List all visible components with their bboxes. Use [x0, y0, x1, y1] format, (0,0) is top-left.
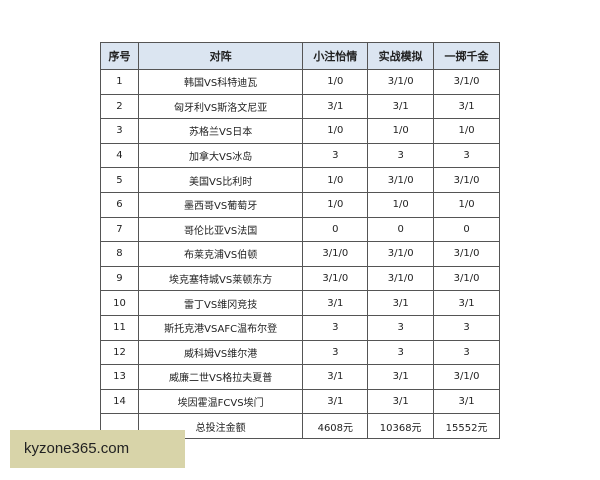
real-bet-cell: 3 — [367, 339, 435, 366]
small-bet-cell: 0 — [302, 216, 369, 243]
real-bet-cell: 3 — [367, 314, 435, 341]
table-row: 10 雷丁VS维冈竞技 3/1 3/1 3/1 — [100, 290, 500, 316]
table-row: 3 苏格兰VS日本 1/0 1/0 1/0 — [100, 118, 500, 144]
small-bet-cell: 3/1 — [302, 388, 369, 415]
total-row: 总投注金额 4608元 10368元 15552元 — [100, 413, 500, 439]
column-header: 对阵 — [137, 42, 304, 70]
small-bet-cell: 3 — [302, 339, 369, 366]
row-number-cell: 9 — [100, 265, 139, 292]
header-row: 序号 对阵 小注怡情 实战模拟 一掷千金 — [100, 42, 500, 70]
small-bet-cell: 1/0 — [302, 167, 369, 193]
watermark: kyzone365.com — [10, 430, 185, 468]
small-bet-cell: 3/1 — [302, 93, 369, 120]
small-bet-cell: 3/1 — [302, 364, 369, 390]
row-number-cell: 6 — [100, 191, 139, 218]
small-bet-cell: 1/0 — [302, 118, 369, 144]
column-header: 实战模拟 — [367, 42, 435, 70]
row-number-cell: 4 — [100, 142, 139, 169]
row-number-cell: 12 — [100, 339, 139, 366]
small-bet-cell: 3/1/0 — [302, 265, 369, 292]
match-cell: 雷丁VS维冈竞技 — [137, 290, 304, 316]
big-bet-cell: 3 — [433, 142, 500, 169]
big-bet-cell: 3/1/0 — [433, 364, 500, 390]
table-row: 6 墨西哥VS葡萄牙 1/0 1/0 1/0 — [100, 191, 500, 218]
real-bet-cell: 1/0 — [367, 118, 435, 144]
row-number-cell: 1 — [100, 69, 139, 95]
match-cell: 苏格兰VS日本 — [137, 118, 304, 144]
real-bet-cell: 3/1 — [367, 388, 435, 415]
small-bet-cell: 4608元 — [302, 413, 369, 439]
big-bet-cell: 15552元 — [433, 413, 500, 439]
match-cell: 美国VS比利时 — [137, 167, 304, 193]
big-bet-cell: 3/1 — [433, 388, 500, 415]
table-row: 12 威科姆VS维尔港 3 3 3 — [100, 339, 500, 366]
match-cell: 埃克塞特城VS莱顿东方 — [137, 265, 304, 292]
real-bet-cell: 1/0 — [367, 191, 435, 218]
real-bet-cell: 3 — [367, 142, 435, 169]
row-number-cell: 8 — [100, 241, 139, 267]
big-bet-cell: 1/0 — [433, 191, 500, 218]
real-bet-cell: 10368元 — [367, 413, 435, 439]
real-bet-cell: 3/1/0 — [367, 167, 435, 193]
column-header: 一掷千金 — [433, 42, 500, 70]
big-bet-cell: 3 — [433, 339, 500, 366]
big-bet-cell: 3 — [433, 314, 500, 341]
column-header: 小注怡情 — [302, 42, 369, 70]
match-cell: 布莱克浦VS伯顿 — [137, 241, 304, 267]
table-row: 11 斯托克港VSAFC温布尔登 3 3 3 — [100, 314, 500, 341]
column-header: 序号 — [100, 42, 139, 70]
table-row: 4 加拿大VS冰岛 3 3 3 — [100, 142, 500, 169]
big-bet-cell: 3/1/0 — [433, 69, 500, 95]
row-number-cell: 13 — [100, 364, 139, 390]
big-bet-cell: 3/1 — [433, 93, 500, 120]
match-cell: 埃因霍温FCVS埃门 — [137, 388, 304, 415]
real-bet-cell: 3/1 — [367, 93, 435, 120]
big-bet-cell: 3/1/0 — [433, 265, 500, 292]
match-cell: 韩国VS科特迪瓦 — [137, 69, 304, 95]
small-bet-cell: 3/1/0 — [302, 241, 369, 267]
match-cell: 哥伦比亚VS法国 — [137, 216, 304, 243]
real-bet-cell: 3/1/0 — [367, 241, 435, 267]
small-bet-cell: 3 — [302, 314, 369, 341]
match-cell: 加拿大VS冰岛 — [137, 142, 304, 169]
match-cell: 墨西哥VS葡萄牙 — [137, 191, 304, 218]
match-cell: 威廉二世VS格拉夫夏普 — [137, 364, 304, 390]
big-bet-cell: 3/1 — [433, 290, 500, 316]
big-bet-cell: 3/1/0 — [433, 241, 500, 267]
table-row: 9 埃克塞特城VS莱顿东方 3/1/0 3/1/0 3/1/0 — [100, 265, 500, 292]
match-cell: 匈牙利VS斯洛文尼亚 — [137, 93, 304, 120]
row-number-cell: 7 — [100, 216, 139, 243]
table-row: 7 哥伦比亚VS法国 0 0 0 — [100, 216, 500, 243]
row-number-cell: 5 — [100, 167, 139, 193]
real-bet-cell: 0 — [367, 216, 435, 243]
big-bet-cell: 3/1/0 — [433, 167, 500, 193]
small-bet-cell: 1/0 — [302, 69, 369, 95]
big-bet-cell: 0 — [433, 216, 500, 243]
table-row: 14 埃因霍温FCVS埃门 3/1 3/1 3/1 — [100, 388, 500, 415]
real-bet-cell: 3/1 — [367, 364, 435, 390]
match-cell: 斯托克港VSAFC温布尔登 — [137, 314, 304, 341]
row-number-cell: 10 — [100, 290, 139, 316]
big-bet-cell: 1/0 — [433, 118, 500, 144]
row-number-cell: 11 — [100, 314, 139, 341]
real-bet-cell: 3/1/0 — [367, 69, 435, 95]
table-row: 1 韩国VS科特迪瓦 1/0 3/1/0 3/1/0 — [100, 69, 500, 95]
real-bet-cell: 3/1 — [367, 290, 435, 316]
small-bet-cell: 1/0 — [302, 191, 369, 218]
row-number-cell: 14 — [100, 388, 139, 415]
small-bet-cell: 3/1 — [302, 290, 369, 316]
table-row: 8 布莱克浦VS伯顿 3/1/0 3/1/0 3/1/0 — [100, 241, 500, 267]
table-row: 13 威廉二世VS格拉夫夏普 3/1 3/1 3/1/0 — [100, 364, 500, 390]
row-number-cell: 2 — [100, 93, 139, 120]
real-bet-cell: 3/1/0 — [367, 265, 435, 292]
small-bet-cell: 3 — [302, 142, 369, 169]
table-row: 2 匈牙利VS斯洛文尼亚 3/1 3/1 3/1 — [100, 93, 500, 120]
match-cell: 威科姆VS维尔港 — [137, 339, 304, 366]
row-number-cell: 3 — [100, 118, 139, 144]
betting-table: 序号 对阵 小注怡情 实战模拟 一掷千金 1 韩国VS科特迪瓦 1/0 3/1/0 3/1/0 2… — [100, 42, 500, 439]
table-row: 5 美国VS比利时 1/0 3/1/0 3/1/0 — [100, 167, 500, 193]
